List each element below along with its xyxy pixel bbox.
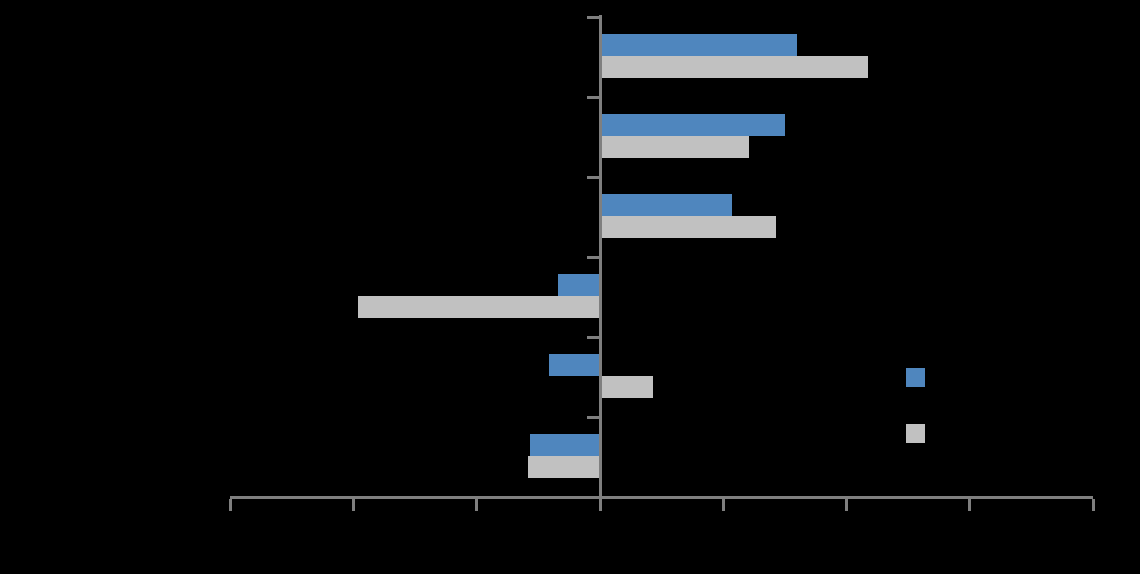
- legend-swatch-series-1: [906, 368, 925, 387]
- bar-series-2-category-5: [600, 376, 654, 398]
- bar-series-1-category-1: [600, 34, 798, 56]
- bar-series-1-category-3: [600, 194, 732, 216]
- x-axis-tick: [598, 499, 602, 511]
- bar-series-1-category-6: [529, 434, 600, 456]
- bar-series-2-category-3: [600, 216, 777, 238]
- bar-series-2-category-1: [600, 56, 868, 78]
- bar-series-1-category-2: [600, 114, 785, 136]
- y-axis-tick: [587, 96, 599, 99]
- x-axis-line: [230, 496, 1094, 499]
- x-axis-tick: [968, 499, 972, 511]
- y-axis-tick: [587, 496, 599, 499]
- y-axis-line: [599, 15, 602, 511]
- x-axis-tick: [845, 499, 849, 511]
- x-axis-tick: [351, 499, 355, 511]
- x-axis-tick: [475, 499, 479, 511]
- bar-series-1-category-4: [558, 274, 600, 296]
- x-axis-tick: [228, 499, 232, 511]
- x-axis-tick: [1091, 499, 1095, 511]
- bar-series-2-category-2: [600, 136, 750, 158]
- y-axis-tick: [587, 16, 599, 19]
- y-axis-tick: [587, 256, 599, 259]
- y-axis-tick: [587, 336, 599, 339]
- bar-series-2-category-6: [528, 456, 600, 478]
- y-axis-tick: [587, 416, 599, 419]
- bar-series-1-category-5: [549, 354, 600, 376]
- y-axis-tick: [587, 176, 599, 179]
- legend-swatch-series-2: [906, 424, 925, 443]
- x-axis-tick: [721, 499, 725, 511]
- bar-series-2-category-4: [358, 296, 600, 318]
